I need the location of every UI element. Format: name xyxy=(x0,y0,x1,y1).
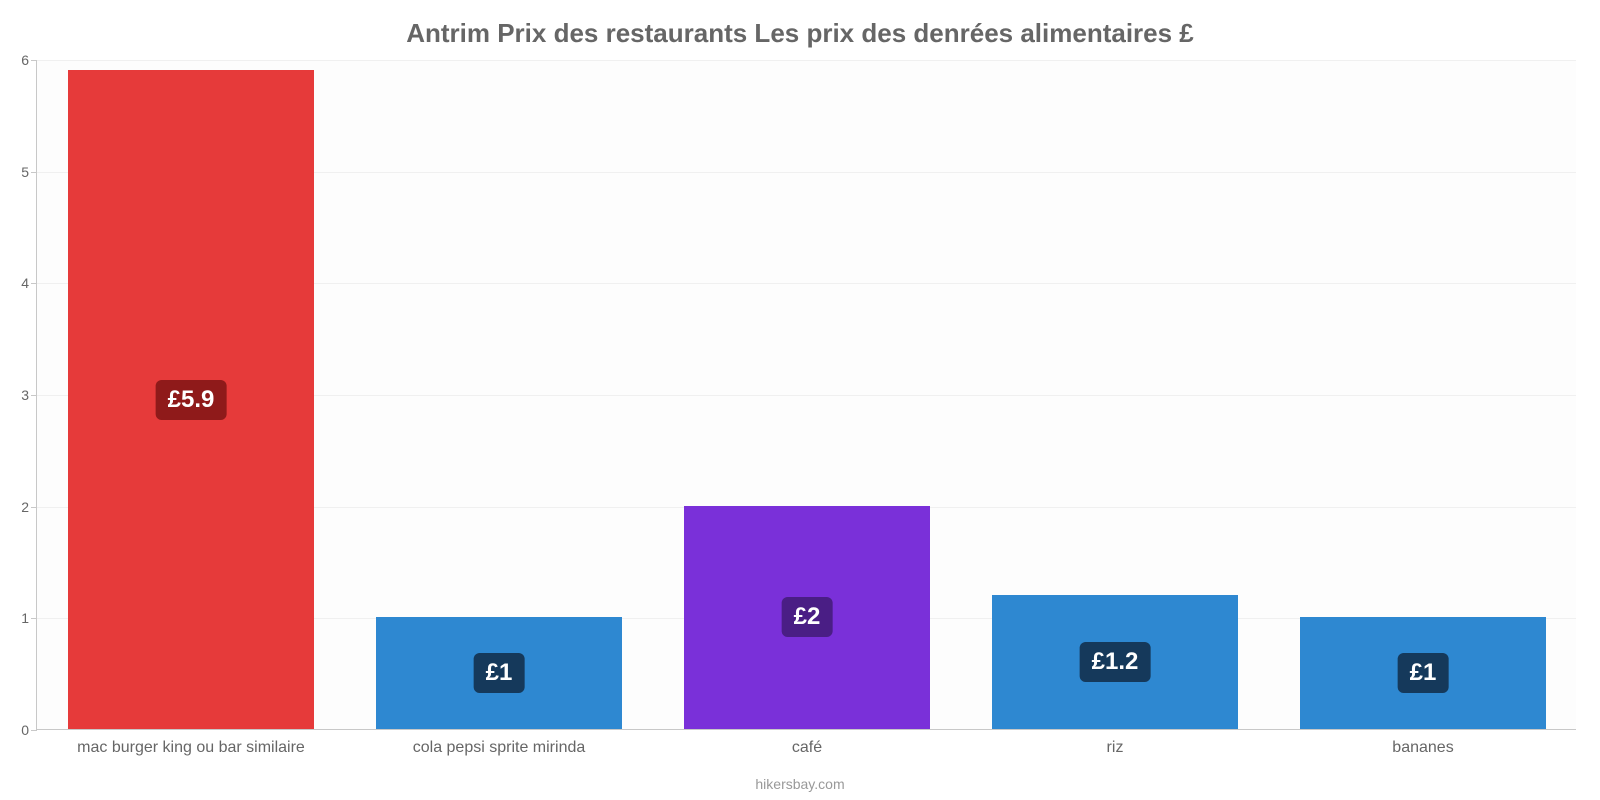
plot-area: 0123456£5.9mac burger king ou bar simila… xyxy=(36,60,1576,730)
price-bar-chart: Antrim Prix des restaurants Les prix des… xyxy=(0,0,1600,800)
x-category-label: cola pepsi sprite mirinda xyxy=(413,739,586,757)
y-tick-mark xyxy=(31,172,37,173)
grid-line xyxy=(37,60,1576,61)
y-tick-label: 0 xyxy=(21,722,29,738)
value-label: £1 xyxy=(1398,653,1449,693)
y-tick-mark xyxy=(31,618,37,619)
y-tick-label: 1 xyxy=(21,610,29,626)
y-tick-mark xyxy=(31,507,37,508)
attribution-text: hikersbay.com xyxy=(0,776,1600,792)
y-tick-mark xyxy=(31,283,37,284)
y-tick-label: 3 xyxy=(21,387,29,403)
value-label: £2 xyxy=(782,597,833,637)
x-category-label: riz xyxy=(1107,739,1124,757)
chart-title: Antrim Prix des restaurants Les prix des… xyxy=(0,18,1600,49)
x-category-label: café xyxy=(792,739,822,757)
x-category-label: bananes xyxy=(1392,739,1453,757)
value-label: £5.9 xyxy=(156,380,227,420)
bar: £1 xyxy=(376,617,622,729)
value-label: £1.2 xyxy=(1080,642,1151,682)
y-tick-mark xyxy=(31,730,37,731)
bar: £5.9 xyxy=(68,70,314,729)
x-category-label: mac burger king ou bar similaire xyxy=(77,739,305,757)
y-tick-mark xyxy=(31,395,37,396)
bar: £1.2 xyxy=(992,595,1238,729)
y-tick-label: 5 xyxy=(21,164,29,180)
bar: £1 xyxy=(1300,617,1546,729)
bar: £2 xyxy=(684,506,930,729)
y-tick-label: 4 xyxy=(21,275,29,291)
value-label: £1 xyxy=(474,653,525,693)
y-tick-label: 2 xyxy=(21,499,29,515)
y-tick-mark xyxy=(31,60,37,61)
y-tick-label: 6 xyxy=(21,52,29,68)
